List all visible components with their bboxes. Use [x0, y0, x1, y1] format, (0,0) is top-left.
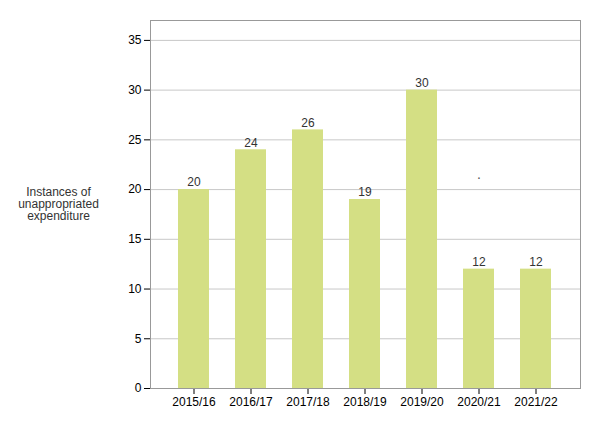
svg-text:30: 30 [128, 83, 142, 97]
svg-text:.: . [477, 166, 481, 182]
svg-text:Instances ofunappropriatedexpe: Instances ofunappropriatedexpenditure [18, 185, 99, 223]
svg-text:25: 25 [128, 133, 142, 147]
svg-text:2021/22: 2021/22 [514, 395, 558, 409]
svg-text:2015/16: 2015/16 [172, 395, 216, 409]
svg-text:15: 15 [128, 232, 142, 246]
svg-text:2018/19: 2018/19 [343, 395, 387, 409]
svg-text:2016/17: 2016/17 [229, 395, 273, 409]
svg-text:2019/20: 2019/20 [400, 395, 444, 409]
svg-text:5: 5 [135, 332, 142, 346]
svg-text:2020/21: 2020/21 [457, 395, 501, 409]
svg-text:26: 26 [301, 116, 315, 130]
svg-text:35: 35 [128, 33, 142, 47]
svg-text:20: 20 [187, 175, 201, 189]
svg-text:20: 20 [128, 182, 142, 196]
svg-text:2017/18: 2017/18 [286, 395, 330, 409]
svg-text:19: 19 [358, 185, 372, 199]
svg-text:12: 12 [472, 255, 486, 269]
svg-text:12: 12 [529, 255, 543, 269]
svg-text:30: 30 [415, 76, 429, 90]
svg-text:0: 0 [135, 381, 142, 395]
svg-text:24: 24 [244, 136, 258, 150]
svg-text:10: 10 [128, 282, 142, 296]
